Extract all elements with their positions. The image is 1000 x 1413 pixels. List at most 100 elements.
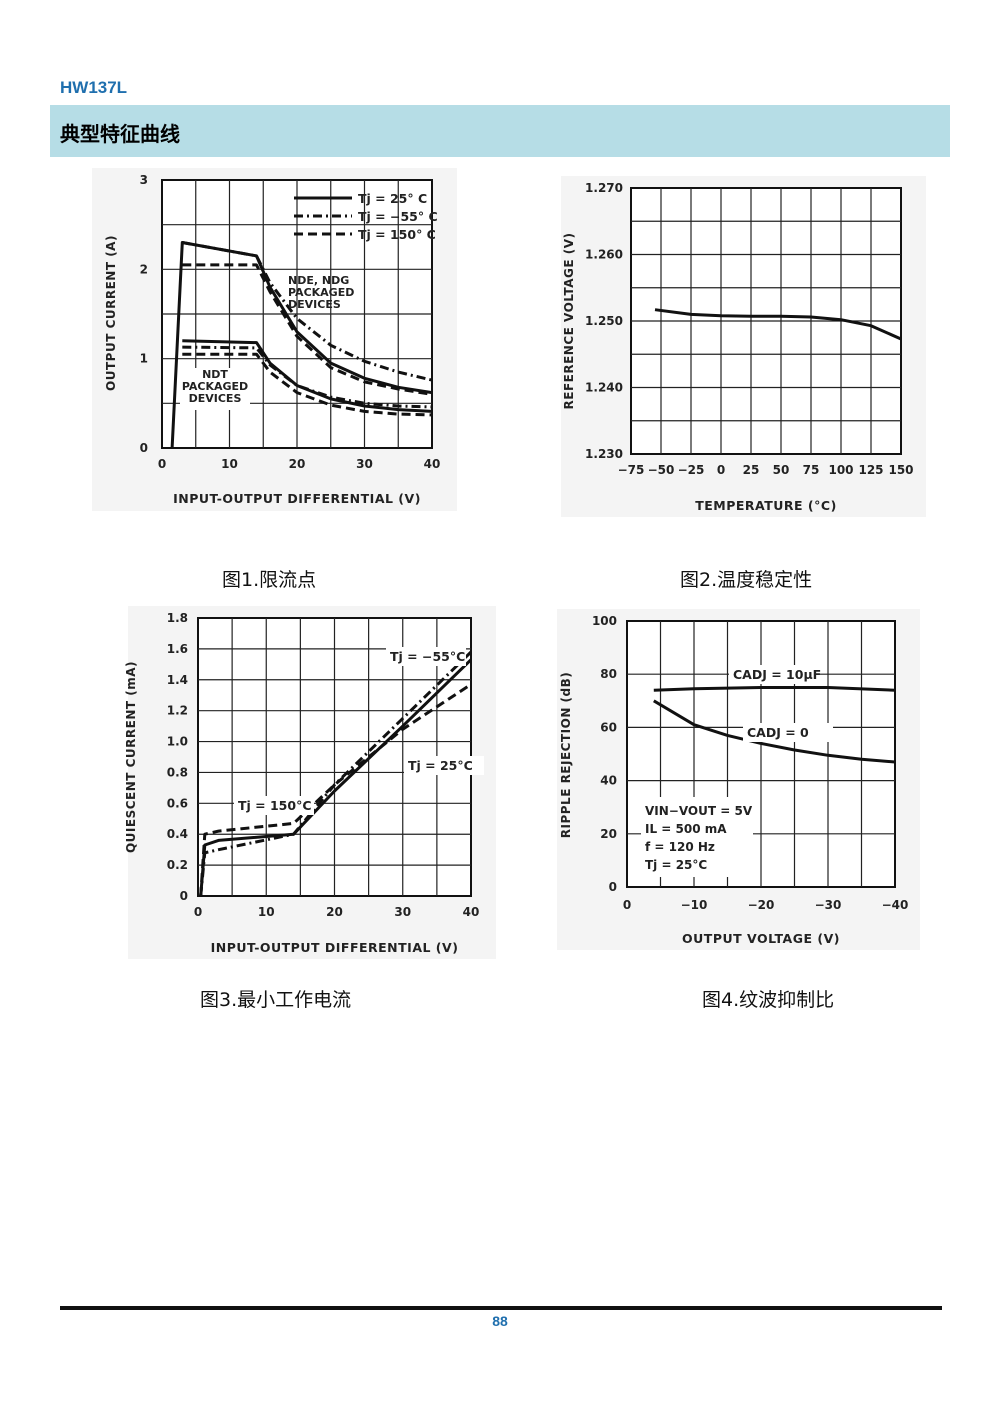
- x-axis-label: TEMPERATURE (°C): [695, 498, 837, 513]
- ripple-rejection-chart: 0 −10 −20 −30 −40 0 20 40 60 80 100 OUTPUT VOLTAGE …: [557, 609, 920, 950]
- x-tick-label: −20: [748, 898, 775, 912]
- y-tick-label: 1: [140, 352, 148, 366]
- annotation-label: NDT: [202, 368, 228, 381]
- section-header-bar: 典型特征曲线: [50, 105, 950, 157]
- y-tick-label: 1.240: [585, 381, 623, 395]
- caption-fig3: 图3.最小工作电流: [200, 989, 352, 1011]
- annotation-background: [743, 723, 833, 742]
- series-annotation: Tj = 150°C: [238, 798, 312, 813]
- series-annotation: Tj = 25°C: [408, 758, 473, 773]
- series-line-2: [199, 683, 472, 897]
- y-tick-label: 60: [600, 720, 617, 734]
- y-tick-label: 40: [600, 774, 617, 788]
- y-tick-label: 0.2: [167, 858, 188, 872]
- y-tick-label: 1.0: [167, 735, 188, 749]
- x-tick-label: 40: [463, 905, 480, 919]
- x-axis-label: INPUT-OUTPUT DIFFERENTIAL (V): [211, 940, 459, 955]
- annotation-background: [729, 665, 819, 684]
- x-tick-label: 30: [394, 905, 411, 919]
- series-line-1: [199, 658, 473, 897]
- x-tick-label: 10: [258, 905, 275, 919]
- annotation-label: DEVICES: [189, 392, 242, 405]
- legend-label: Tj = 25° C: [358, 191, 427, 206]
- x-tick-label: 10: [221, 457, 238, 471]
- caption-fig2: 图2.温度稳定性: [680, 569, 813, 591]
- y-tick-label: 1.6: [167, 642, 188, 656]
- x-axis-label: OUTPUT VOLTAGE (V): [682, 931, 840, 946]
- series-label: CADJ = 0: [747, 725, 809, 740]
- y-tick-label: 1.4: [167, 673, 188, 687]
- x-tick-label: 25: [743, 463, 760, 477]
- condition-label: f = 120 Hz: [645, 840, 715, 854]
- y-tick-label: 0: [140, 441, 148, 455]
- annotation-background: [180, 368, 250, 410]
- x-tick-label: 20: [289, 457, 306, 471]
- annotation-label: NDE, NDG: [288, 274, 349, 287]
- x-tick-label: 40: [424, 457, 441, 471]
- series-line-2: [182, 263, 433, 396]
- series-line-3: [182, 339, 433, 413]
- part-number: HW137L: [60, 78, 128, 97]
- series-label: CADJ = 10μF: [733, 667, 821, 682]
- series-line-5: [182, 352, 433, 417]
- output-current-chart: 0 10 20 30 40 0 1 2 3 INPUT-OUTPUT DIFFERENTIAL (…: [92, 168, 457, 511]
- y-axis-label: REFERENCE VOLTAGE (V): [562, 233, 576, 410]
- x-tick-label: −40: [882, 898, 909, 912]
- series-line-1: [653, 699, 896, 764]
- annotation-label: PACKAGED: [182, 380, 248, 393]
- annotation-background: [386, 647, 466, 666]
- x-tick-label: 50: [773, 463, 790, 477]
- x-tick-label: 0: [717, 463, 725, 477]
- x-tick-label: 100: [828, 463, 853, 477]
- series-line-4: [182, 345, 433, 409]
- x-tick-label: 0: [623, 898, 631, 912]
- y-axis-label: OUTPUT CURRENT (A): [104, 235, 118, 391]
- series-line-1: [182, 241, 433, 382]
- y-tick-label: 0.6: [167, 796, 188, 810]
- legend-label: Tj = −55° C: [358, 209, 438, 224]
- y-tick-label: 0.8: [167, 765, 188, 779]
- y-tick-label: 1.2: [167, 704, 188, 718]
- y-tick-label: 0: [180, 889, 188, 903]
- x-tick-label: 0: [158, 457, 166, 471]
- condition-label: IL = 500 mA: [645, 822, 727, 836]
- series-annotation: Tj = −55°C: [390, 649, 465, 664]
- y-tick-label: 100: [592, 614, 617, 628]
- page-number: 88: [492, 1313, 508, 1329]
- x-tick-label: 125: [858, 463, 883, 477]
- y-tick-label: 0: [609, 880, 617, 894]
- y-tick-label: 80: [600, 667, 617, 681]
- y-tick-label: 2: [140, 262, 148, 276]
- x-tick-label: 150: [888, 463, 913, 477]
- annotation-label: DEVICES: [288, 298, 341, 311]
- conditions-background: [641, 797, 753, 877]
- y-axis-label: RIPPLE REJECTION (dB): [559, 672, 573, 839]
- series-line-0: [654, 308, 902, 341]
- x-tick-label: −75: [618, 463, 645, 477]
- y-tick-label: 20: [600, 827, 617, 841]
- x-tick-label: 0: [194, 905, 202, 919]
- caption-fig4: 图4.纹波抑制比: [702, 989, 835, 1011]
- footer-rule: [60, 1306, 942, 1310]
- y-tick-label: 1.260: [585, 248, 623, 262]
- legend-label: Tj = 150° C: [358, 227, 436, 242]
- y-tick-label: 3: [140, 173, 148, 187]
- condition-label: VIN−VOUT = 5V: [645, 804, 753, 818]
- y-tick-label: 1.250: [585, 314, 623, 328]
- y-tick-label: 1.230: [585, 447, 623, 461]
- condition-label: Tj = 25°C: [645, 858, 707, 872]
- x-tick-label: 75: [803, 463, 820, 477]
- y-tick-label: 0.4: [167, 827, 188, 841]
- series-line-0: [653, 686, 896, 692]
- annotation-background: [404, 756, 484, 775]
- caption-fig1: 图1.限流点: [222, 569, 317, 591]
- y-tick-label: 1.270: [585, 181, 623, 195]
- x-tick-label: 30: [356, 457, 373, 471]
- x-tick-label: −10: [681, 898, 708, 912]
- x-tick-label: −30: [815, 898, 842, 912]
- quiescent-current-chart: 0 10 20 30 40 0 0.2 0.4 0.6 0.8 1.0 1.2 1.4 1.6 1.8 INP…: [124, 606, 496, 959]
- x-axis-label: INPUT-OUTPUT DIFFERENTIAL (V): [173, 491, 421, 506]
- x-tick-label: −25: [678, 463, 705, 477]
- x-tick-label: −50: [648, 463, 675, 477]
- annotation-label: PACKAGED: [288, 286, 354, 299]
